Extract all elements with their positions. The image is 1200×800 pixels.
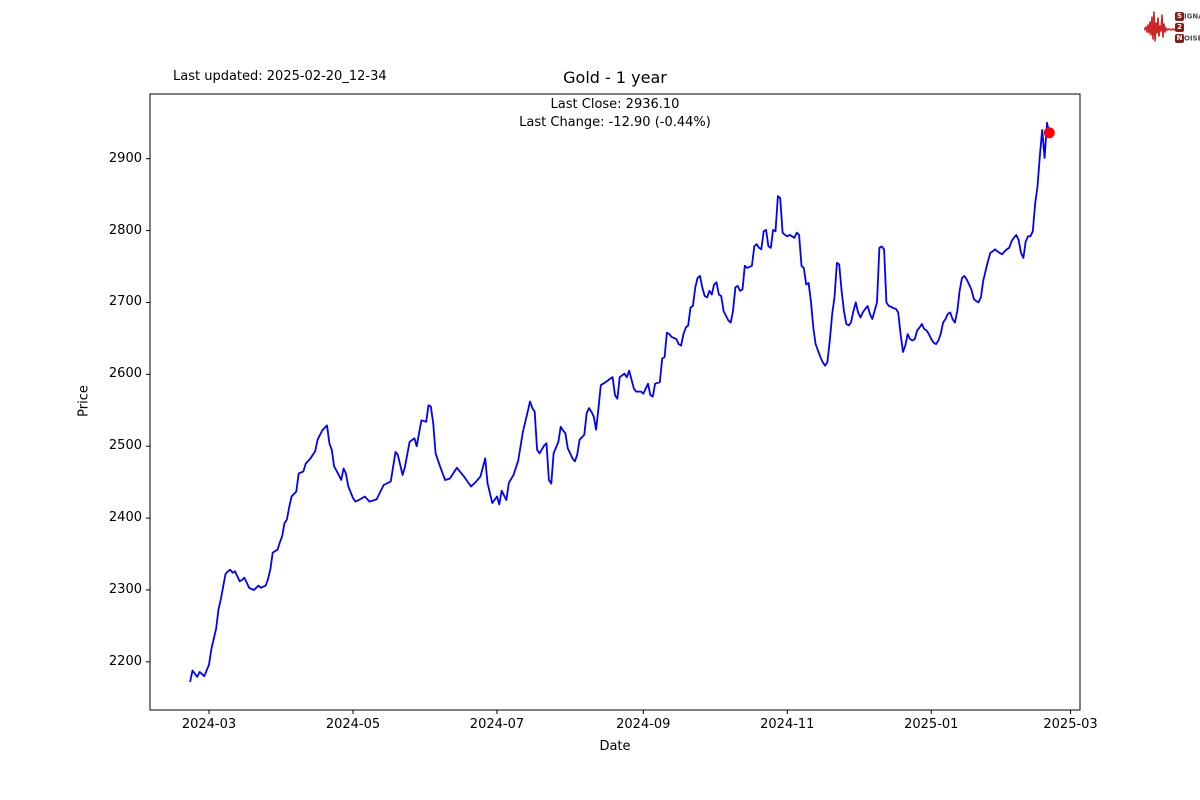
y-tick-label: 2500 [108, 438, 142, 454]
logo-row-noise: N OISE [1175, 34, 1200, 43]
logo-letterbox-s: S [1175, 12, 1184, 21]
y-tick-label: 2700 [108, 294, 142, 310]
y-tick-label: 2600 [108, 366, 142, 382]
logo-row-2: 2 [1175, 17, 1200, 32]
y-tick-label: 2400 [108, 510, 142, 526]
last-change-annotation: Last Change: -12.90 (-0.44%) [519, 115, 711, 130]
x-tick-label: 2025-03 [1043, 717, 1098, 732]
x-tick-label: 2024-11 [760, 717, 815, 732]
last-updated-text: Last updated: 2025-02-20_12-34 [173, 69, 387, 84]
plot-border [149, 93, 1081, 711]
x-tick-label: 2024-07 [469, 717, 525, 732]
x-tick-label: 2025-01 [904, 717, 959, 732]
y-tick-label: 2800 [108, 222, 142, 238]
logo-letterbox-n: N [1175, 34, 1184, 43]
y-tick-label: 2200 [108, 653, 142, 669]
logo-row-signal: SIGNAL [1175, 12, 1200, 21]
y-tick-label: 2300 [108, 581, 142, 597]
logo-letterbox-2: 2 [1175, 23, 1184, 32]
x-axis-label: Date [599, 739, 631, 754]
waveform-icon [1144, 11, 1175, 42]
last-price-marker [1043, 127, 1055, 139]
y-tick-label: 2900 [108, 150, 142, 166]
last-close-annotation: Last Close: 2936.10 [550, 97, 680, 112]
x-tick-label: 2024-05 [325, 717, 381, 732]
chart-title: Gold - 1 year [563, 68, 667, 87]
x-tick-label: 2024-03 [181, 717, 237, 732]
x-tick-label: 2024-09 [616, 717, 671, 732]
price-line [189, 121, 1051, 683]
